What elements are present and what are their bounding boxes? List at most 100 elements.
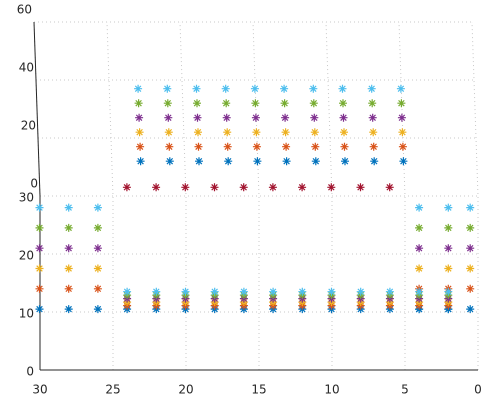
point bbox=[327, 183, 336, 192]
y-tick-label: 30 bbox=[19, 191, 34, 205]
point bbox=[152, 183, 161, 192]
point bbox=[136, 157, 145, 166]
x-tick-label: 15 bbox=[251, 383, 266, 397]
point bbox=[93, 284, 102, 293]
point bbox=[194, 128, 202, 137]
point bbox=[282, 157, 291, 166]
point bbox=[93, 305, 102, 314]
point bbox=[64, 244, 73, 253]
point bbox=[444, 287, 453, 296]
x-tick-label: 5 bbox=[401, 383, 409, 397]
point bbox=[181, 287, 190, 296]
point bbox=[192, 84, 201, 93]
point bbox=[35, 203, 44, 212]
point bbox=[122, 183, 131, 192]
y-tick-label: 10 bbox=[19, 307, 34, 321]
point bbox=[385, 287, 394, 296]
x-tick-label: 30 bbox=[32, 383, 47, 397]
point bbox=[370, 157, 379, 166]
z-tick-label: 0 bbox=[30, 177, 38, 191]
point bbox=[281, 113, 290, 122]
point bbox=[397, 99, 406, 108]
y-tick-label: 0 bbox=[26, 365, 34, 379]
point bbox=[64, 264, 73, 273]
point bbox=[368, 99, 377, 108]
point bbox=[269, 287, 278, 296]
point bbox=[35, 305, 44, 314]
point bbox=[193, 99, 201, 108]
point bbox=[415, 223, 424, 232]
point bbox=[356, 183, 365, 192]
z-tick-label: 40 bbox=[19, 61, 34, 75]
point bbox=[415, 203, 424, 212]
point bbox=[280, 84, 289, 93]
point bbox=[222, 99, 231, 108]
point bbox=[222, 113, 231, 122]
point bbox=[93, 244, 102, 253]
x-tick-label: 20 bbox=[178, 383, 193, 397]
point bbox=[164, 113, 173, 122]
point bbox=[397, 113, 406, 122]
point bbox=[64, 203, 73, 212]
point bbox=[152, 287, 161, 296]
point bbox=[239, 183, 248, 192]
point bbox=[338, 84, 347, 93]
point bbox=[415, 264, 424, 273]
point bbox=[134, 99, 143, 108]
point bbox=[369, 128, 378, 137]
point bbox=[309, 99, 318, 108]
point bbox=[164, 128, 173, 137]
point bbox=[311, 142, 320, 151]
point bbox=[221, 84, 230, 93]
point bbox=[282, 142, 291, 151]
point bbox=[466, 244, 475, 253]
point bbox=[280, 99, 289, 108]
point bbox=[309, 84, 318, 93]
x-tick-label: 25 bbox=[105, 383, 120, 397]
point bbox=[93, 223, 102, 232]
point bbox=[223, 142, 232, 151]
point bbox=[64, 305, 73, 314]
point bbox=[340, 142, 349, 151]
point bbox=[210, 287, 219, 296]
point bbox=[93, 203, 102, 212]
point bbox=[298, 183, 307, 192]
point bbox=[310, 128, 319, 137]
point bbox=[340, 128, 348, 137]
point bbox=[239, 287, 248, 296]
z-tick-label: 60 bbox=[17, 3, 32, 17]
point bbox=[134, 84, 143, 93]
point bbox=[327, 287, 336, 296]
point bbox=[252, 142, 261, 151]
point bbox=[250, 84, 259, 93]
point bbox=[195, 157, 203, 166]
axis-line bbox=[33, 21, 41, 197]
point bbox=[369, 142, 378, 151]
y-tick-label: 20 bbox=[19, 249, 34, 263]
point bbox=[163, 99, 172, 108]
point bbox=[165, 157, 174, 166]
point bbox=[35, 223, 44, 232]
point bbox=[415, 244, 424, 253]
point bbox=[223, 128, 232, 137]
point bbox=[298, 287, 307, 296]
point bbox=[251, 113, 260, 122]
point bbox=[310, 113, 319, 122]
point bbox=[123, 287, 132, 296]
point bbox=[268, 183, 277, 192]
point bbox=[64, 284, 73, 293]
point bbox=[193, 113, 202, 122]
point bbox=[210, 183, 219, 192]
point bbox=[194, 142, 203, 151]
point bbox=[399, 157, 408, 166]
point bbox=[466, 305, 475, 314]
point bbox=[311, 157, 320, 166]
point bbox=[165, 142, 174, 151]
point bbox=[466, 223, 475, 232]
point bbox=[398, 142, 407, 151]
point bbox=[93, 264, 102, 273]
point bbox=[367, 84, 376, 93]
z-tick-label: 20 bbox=[21, 119, 36, 133]
